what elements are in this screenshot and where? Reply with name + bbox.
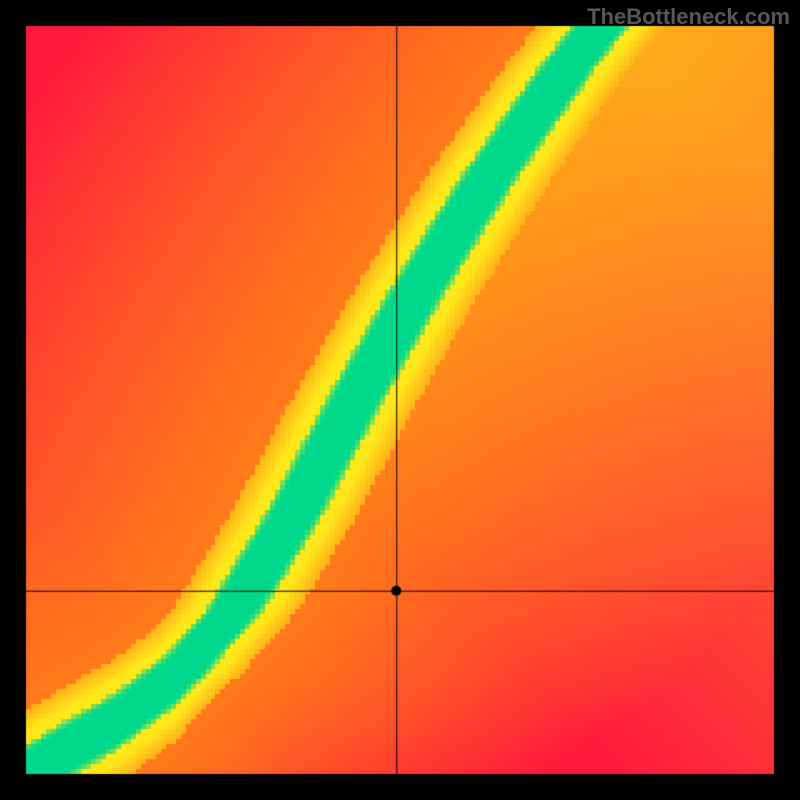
heatmap-container: [0, 0, 800, 800]
watermark-text: TheBottleneck.com: [587, 4, 790, 30]
bottleneck-heatmap-canvas: [0, 0, 800, 800]
